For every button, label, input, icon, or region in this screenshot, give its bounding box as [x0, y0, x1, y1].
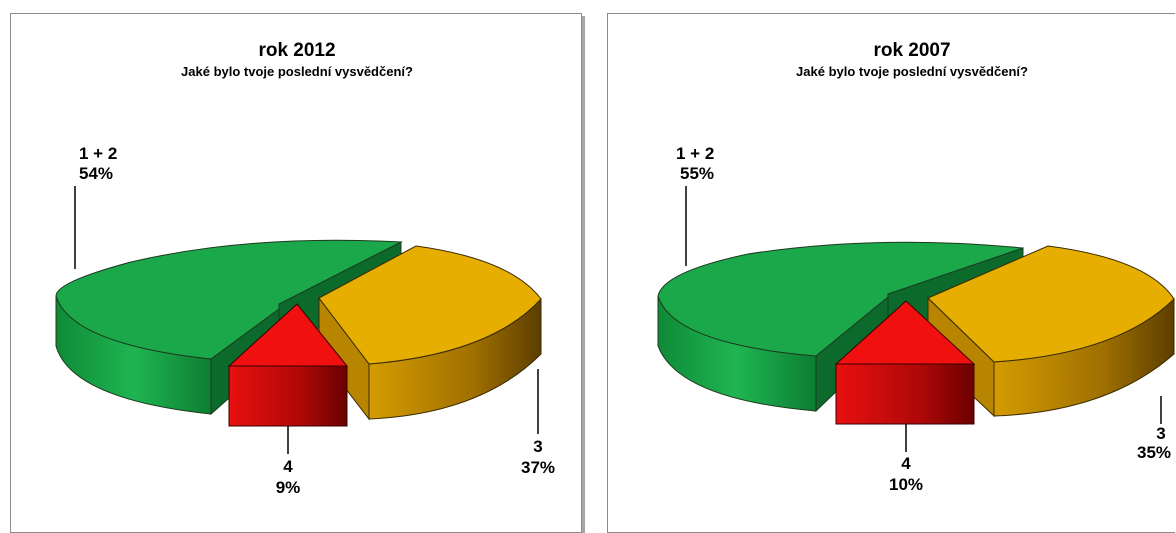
- chart-panel-2012: rok 2012 Jaké bylo tvoje poslední vysvěd…: [10, 13, 582, 533]
- pie-chart-2007: rok 2007 Jaké bylo tvoje poslední vysvěd…: [657, 40, 1175, 494]
- label-value-4: 10%: [889, 475, 923, 494]
- label-category-4: 4: [283, 457, 293, 476]
- chart-subtitle: Jaké bylo tvoje poslední vysvědčení?: [181, 64, 413, 79]
- label-category-3: 3: [533, 437, 542, 456]
- label-category-4: 4: [901, 454, 911, 473]
- label-value-3: 37%: [521, 458, 555, 477]
- pie-chart-2012: rok 2012 Jaké bylo tvoje poslední vysvěd…: [55, 40, 555, 497]
- label-value-1-2: 54%: [79, 164, 113, 183]
- pie-slice-4: [834, 300, 976, 425]
- chart-panel-2007: rok 2007 Jaké bylo tvoje poslední vysvěd…: [607, 13, 1175, 533]
- pie-slice-3: [318, 245, 542, 421]
- label-value-1-2: 55%: [680, 164, 714, 183]
- label-category-3: 3: [1156, 424, 1165, 443]
- chart-subtitle: Jaké bylo tvoje poslední vysvědčení?: [796, 64, 1028, 79]
- pie-slice-4: [227, 303, 349, 427]
- label-category-1-2: 1 + 2: [676, 144, 714, 163]
- label-value-4: 9%: [276, 478, 301, 497]
- label-category-1-2: 1 + 2: [79, 144, 117, 163]
- chart-title: rok 2012: [258, 40, 335, 61]
- label-value-3: 35%: [1137, 443, 1171, 462]
- chart-title: rok 2007: [873, 40, 950, 61]
